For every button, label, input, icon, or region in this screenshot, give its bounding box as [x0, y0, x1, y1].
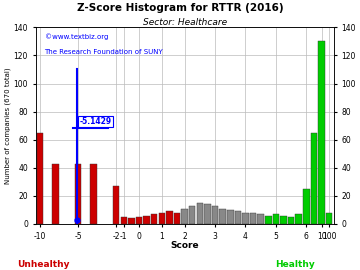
Bar	[220, 208, 226, 224]
Bar	[113, 186, 120, 224]
Bar	[273, 214, 279, 224]
Bar	[136, 217, 142, 224]
Bar	[212, 206, 218, 224]
Title: Sector: Healthcare: Sector: Healthcare	[143, 18, 227, 27]
Bar	[250, 213, 256, 224]
Bar	[121, 217, 127, 224]
Bar	[128, 218, 135, 224]
Text: ©www.textbiz.org: ©www.textbiz.org	[45, 33, 108, 40]
Bar	[166, 211, 173, 224]
Bar	[204, 204, 211, 224]
Bar	[151, 214, 157, 224]
Bar	[265, 215, 271, 224]
Bar	[174, 213, 180, 224]
Bar	[326, 213, 332, 224]
Bar	[159, 213, 165, 224]
Bar	[242, 213, 249, 224]
Bar	[303, 189, 310, 224]
Text: Z-Score Histogram for RTTR (2016): Z-Score Histogram for RTTR (2016)	[77, 3, 283, 13]
Bar	[37, 133, 43, 224]
Bar	[197, 203, 203, 224]
Text: Healthy: Healthy	[275, 260, 315, 269]
Bar	[90, 164, 96, 224]
Bar	[75, 164, 81, 224]
Bar	[280, 215, 287, 224]
X-axis label: Score: Score	[170, 241, 199, 250]
Bar	[143, 215, 150, 224]
Bar	[311, 133, 317, 224]
Bar	[181, 208, 188, 224]
Bar	[318, 41, 325, 224]
Text: The Research Foundation of SUNY: The Research Foundation of SUNY	[45, 49, 163, 55]
Bar	[52, 164, 59, 224]
Bar	[227, 210, 234, 224]
Text: Unhealthy: Unhealthy	[17, 260, 69, 269]
Bar	[257, 214, 264, 224]
Bar	[288, 217, 294, 224]
Bar	[296, 214, 302, 224]
Y-axis label: Number of companies (670 total): Number of companies (670 total)	[4, 67, 11, 184]
Text: -5.1429: -5.1429	[79, 117, 112, 126]
Bar	[189, 206, 195, 224]
Bar	[235, 211, 241, 224]
